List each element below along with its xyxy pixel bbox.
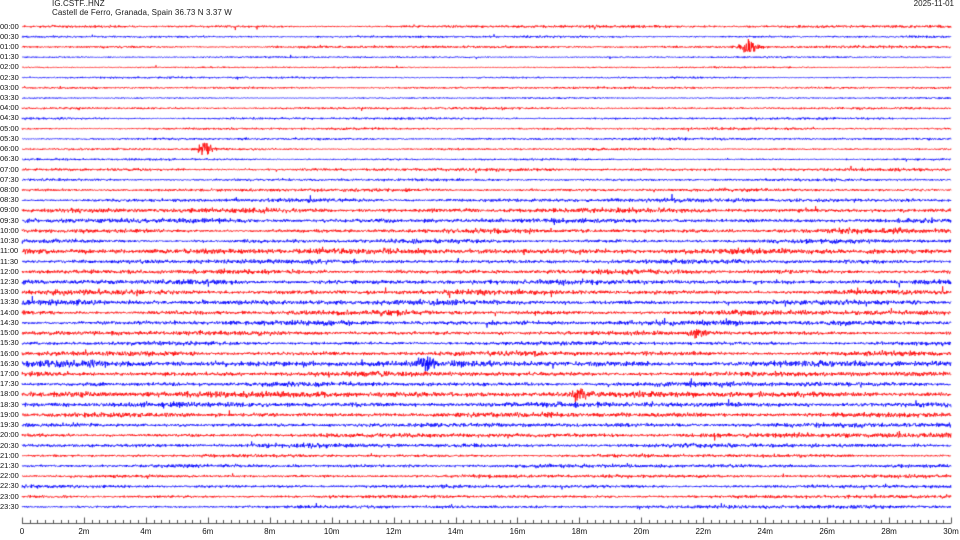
x-tick-label-13: 26m (819, 527, 835, 536)
time-label-row-44: 22:00 (0, 471, 19, 481)
time-label-row-0: 00:00 (0, 21, 19, 31)
time-label-row-46: 23:00 (0, 491, 19, 501)
time-label-row-43: 21:30 (0, 460, 19, 470)
time-label-row-2: 01:00 (0, 41, 19, 51)
time-label-row-18: 09:00 (0, 205, 19, 215)
time-label-row-1: 00:30 (0, 31, 19, 41)
time-label-row-8: 04:00 (0, 103, 19, 113)
x-tick-label-14: 28m (881, 527, 897, 536)
time-label-row-40: 20:00 (0, 430, 19, 440)
time-label-row-36: 18:00 (0, 389, 19, 399)
time-label-row-11: 05:30 (0, 133, 19, 143)
x-tick-label-15: 30m (943, 527, 959, 536)
x-tick-label-9: 18m (571, 527, 588, 536)
seismogram-traces-canvas (0, 18, 960, 513)
time-label-row-25: 12:30 (0, 277, 19, 286)
time-label-row-39: 19:30 (0, 420, 19, 430)
time-label-row-34: 17:00 (0, 368, 19, 378)
x-tick-label-11: 22m (695, 527, 712, 536)
time-label-row-45: 22:30 (0, 481, 19, 491)
time-label-row-37: 18:30 (0, 399, 19, 409)
time-label-row-4: 02:00 (0, 62, 19, 72)
time-axis-labels: 00:00 00:30 01:00 01:30 02:00 02:30 03:00 03:30… (0, 18, 22, 513)
time-label-row-29: 14:30 (0, 317, 19, 327)
time-label-row-21: 10:30 (0, 236, 19, 246)
time-label-row-27: 13:30 (0, 297, 19, 307)
time-label-row-31: 15:30 (0, 338, 19, 348)
time-label-row-7: 03:30 (0, 93, 19, 103)
x-tick-label-0: 0 (19, 527, 25, 536)
time-label-row-41: 20:30 (0, 440, 19, 450)
time-label-row-16: 08:00 (0, 185, 19, 195)
time-label-row-10: 05:00 (0, 123, 19, 133)
time-label-row-28: 14:00 (0, 307, 19, 317)
station-code-label: IG.CSTF..HNZ (52, 0, 105, 8)
x-axis: 0 2m 4m 6m 8m 10m 12m 14m 16m 18m 20m 22m 24m 26m 28m 3… (0, 513, 960, 540)
x-tick-label-4: 8m (264, 527, 276, 536)
time-label-row-13: 06:30 (0, 154, 19, 164)
x-tick-label-2: 4m (140, 527, 152, 536)
time-label-row-35: 17:30 (0, 379, 19, 389)
x-tick-label-8: 16m (509, 527, 526, 536)
time-label-row-12: 06:00 (0, 144, 19, 154)
time-label-row-17: 08:30 (0, 195, 19, 205)
time-label-row-47: 23:30 (0, 501, 19, 511)
time-label-row-33: 16:30 (0, 358, 19, 368)
time-label-row-9: 04:30 (0, 113, 19, 123)
time-label-row-3: 01:30 (0, 52, 19, 62)
time-label-row-15: 07:30 (0, 174, 19, 184)
time-label-row-30: 15:00 (0, 328, 19, 338)
x-axis-ticks-canvas (0, 513, 960, 529)
time-label-row-24: 12:00 (0, 266, 19, 276)
time-label-row-23: 11:30 (0, 256, 19, 266)
x-tick-label-7: 14m (447, 527, 464, 536)
time-label-row-20: 10:00 (0, 225, 19, 235)
seismogram-plot-area (0, 18, 960, 513)
x-tick-label-3: 6m (202, 527, 214, 536)
x-tick-label-5: 10m (323, 527, 340, 536)
time-label-row-26: 13:00 (0, 287, 19, 297)
station-location-label: Castell de Ferro, Granada, Spain 36.73 N… (52, 8, 232, 17)
time-label-row-42: 21:00 (0, 450, 19, 460)
record-date-label: 2025-11-01 (913, 0, 954, 8)
time-label-row-38: 19:00 (0, 409, 19, 419)
time-label-row-5: 02:30 (0, 72, 19, 82)
time-label-row-32: 16:00 (0, 348, 19, 358)
time-label-row-22: 11:00 (0, 246, 19, 256)
x-tick-label-10: 20m (633, 527, 650, 536)
time-label-row-19: 09:30 (0, 215, 19, 225)
x-tick-label-6: 12m (385, 527, 402, 536)
x-tick-label-12: 24m (757, 527, 773, 536)
time-label-row-6: 03:00 (0, 82, 19, 92)
time-label-row-14: 07:00 (0, 164, 19, 174)
x-tick-label-1: 2m (78, 527, 90, 536)
